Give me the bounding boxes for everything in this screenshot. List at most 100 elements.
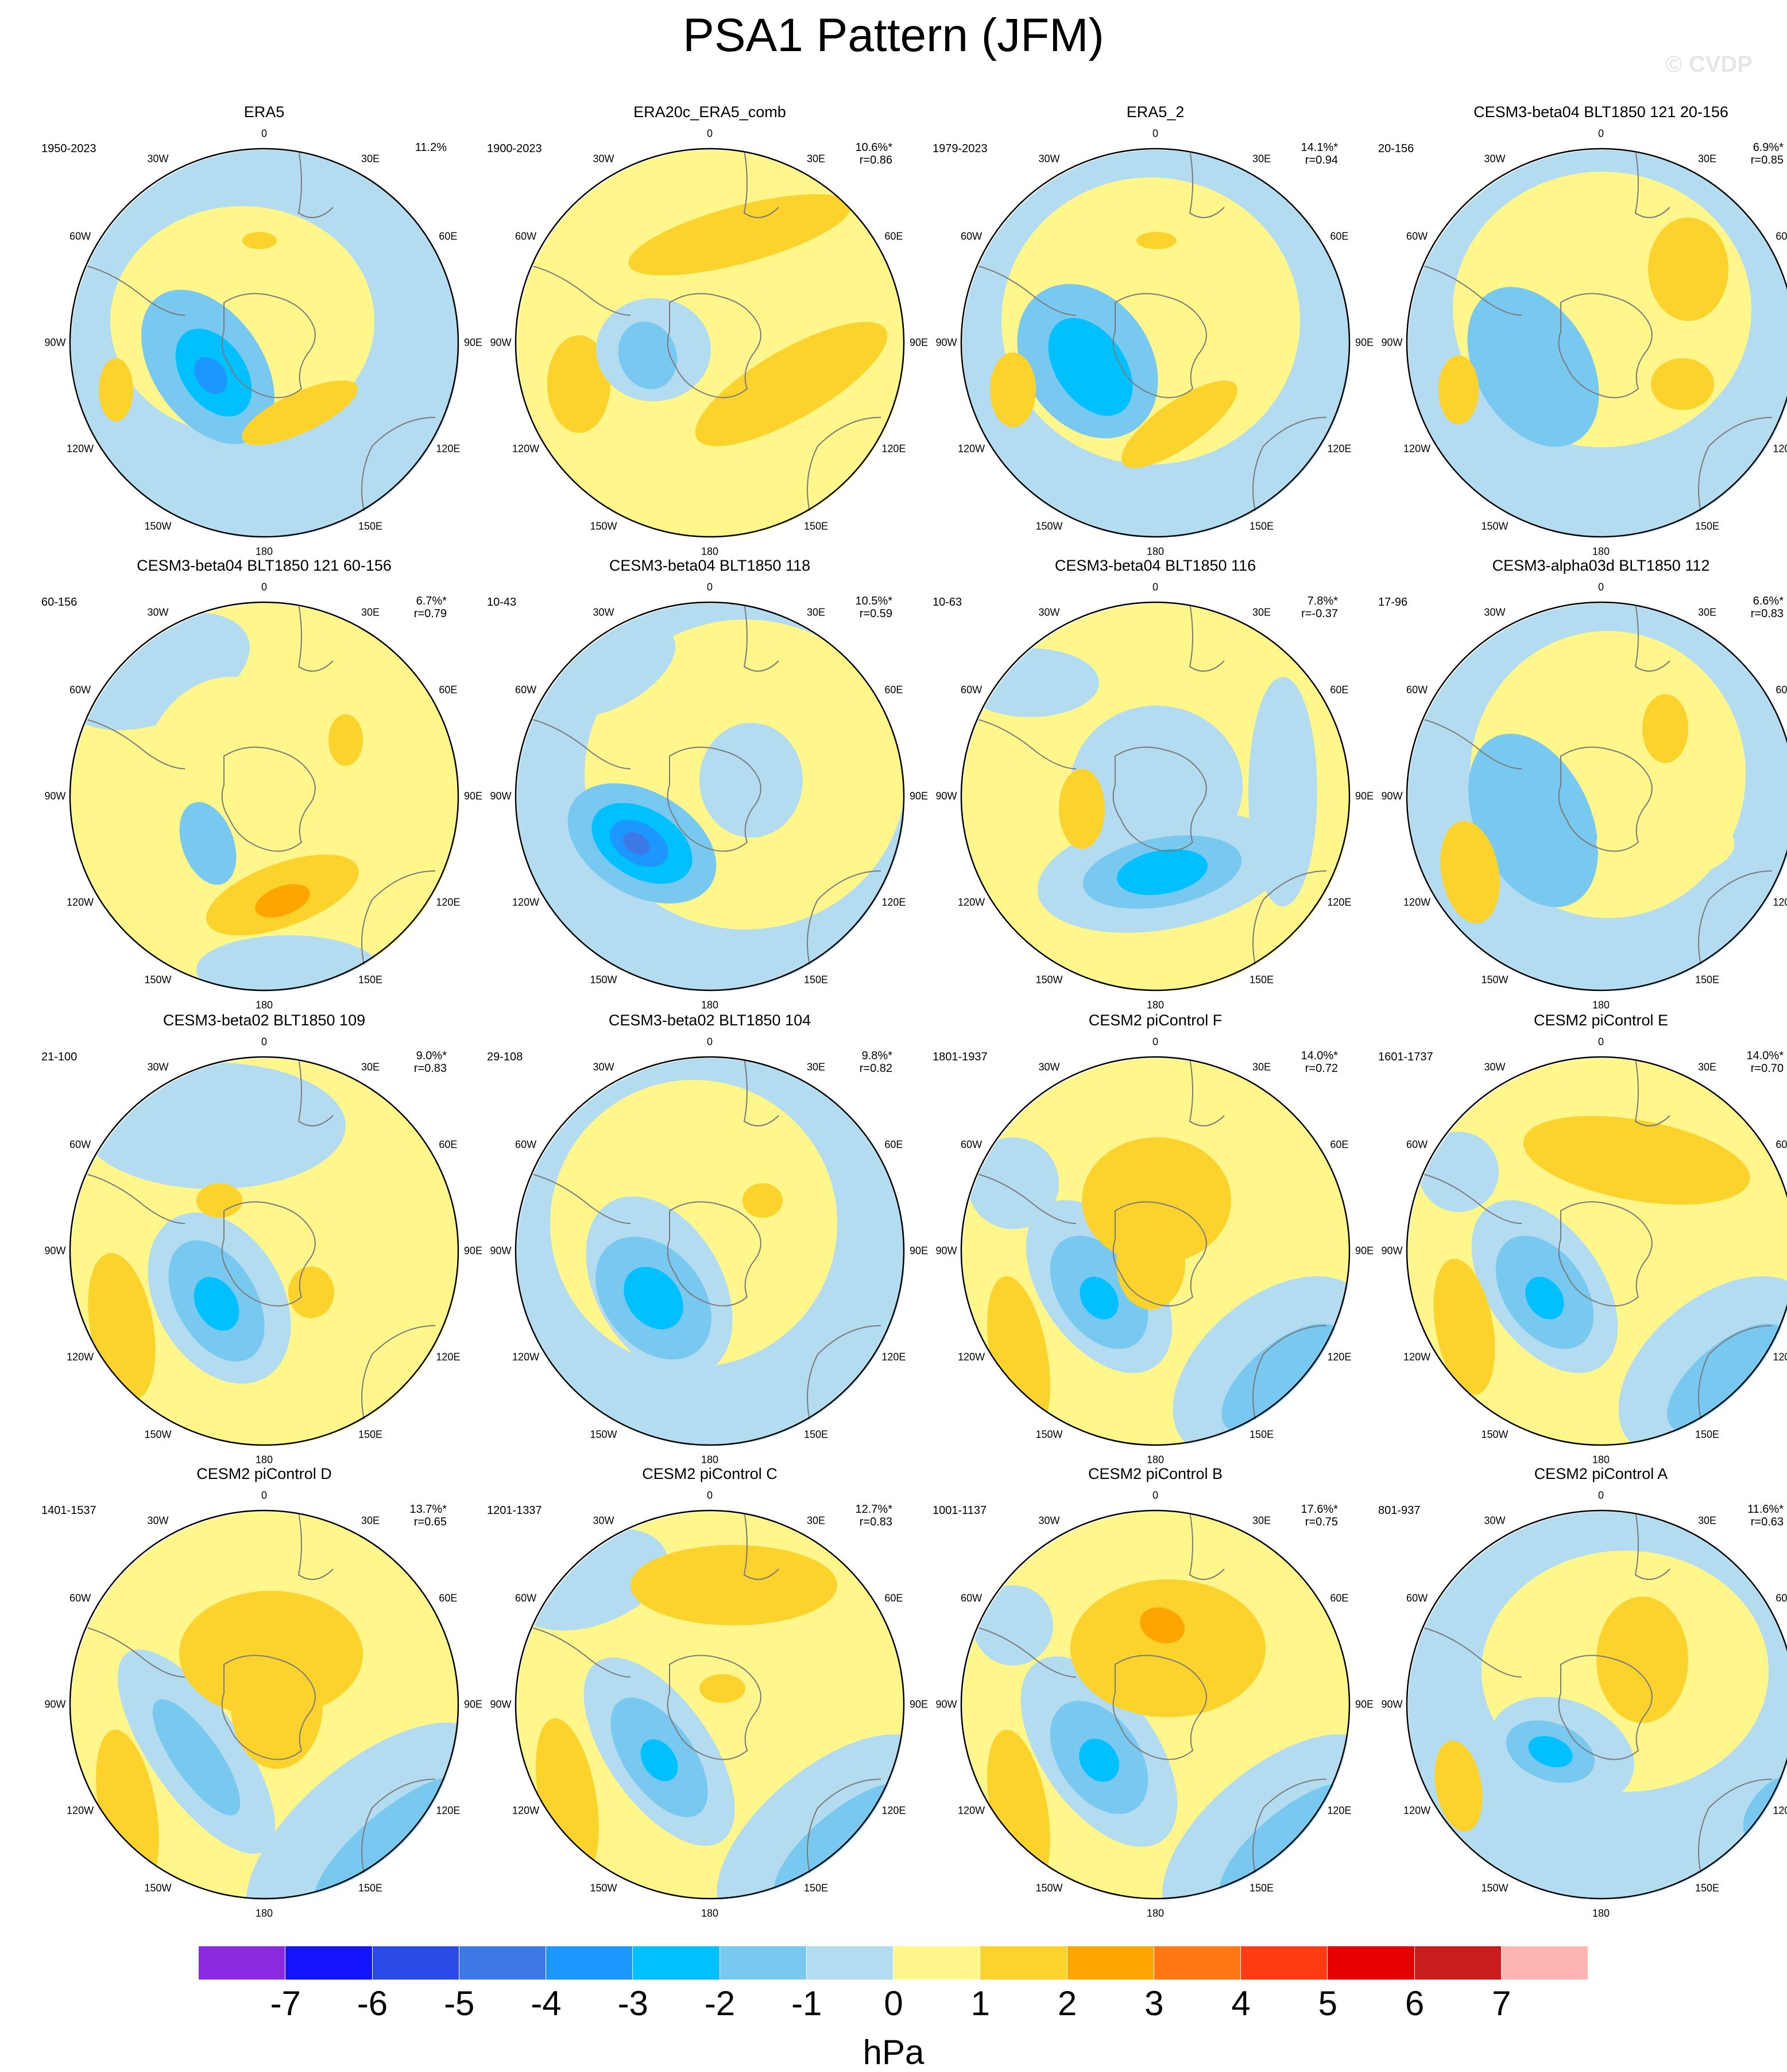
polar-map <box>515 601 905 992</box>
explained-variance: 6.9%* <box>1753 141 1784 154</box>
map-panel: CESM3-alpha03d BLT1850 112 17-96 6.6%* r=0.… <box>1378 551 1787 1011</box>
panel-period: 20-156 <box>1378 142 1414 155</box>
longitude-label: 150E <box>358 520 383 532</box>
longitude-label: 90W <box>490 1698 512 1710</box>
panel-period: 29-108 <box>487 1051 523 1063</box>
panel-stats: 17.6%* r=0.75 <box>1301 1503 1339 1528</box>
colorbar-tick-label: 1 <box>970 1984 990 2023</box>
longitude-label: 30W <box>1484 1515 1506 1527</box>
panel-stats: 7.8%* r=-0.37 <box>1301 595 1338 620</box>
longitude-label: 120E <box>881 1804 906 1817</box>
longitude-label: 150E <box>803 1428 829 1440</box>
longitude-label: 60W <box>515 230 537 242</box>
longitude-label: 30W <box>147 1515 169 1527</box>
longitude-label: 150E <box>1249 974 1274 986</box>
longitude-label: 30W <box>1038 1515 1060 1527</box>
longitude-label: 30W <box>1484 153 1506 165</box>
longitude-label: 150E <box>358 1882 383 1894</box>
longitude-label: 90W <box>490 790 512 802</box>
longitude-label: 30E <box>806 606 826 618</box>
longitude-label: 150E <box>803 974 829 986</box>
longitude-label: 90W <box>1381 790 1403 802</box>
longitude-label: 180 <box>1146 545 1165 557</box>
longitude-label: 150W <box>144 1428 172 1440</box>
explained-variance: 14.0%* <box>1301 1049 1339 1062</box>
explained-variance: 17.6%* <box>1301 1503 1339 1516</box>
panel-title: CESM3-beta02 BLT1850 104 <box>608 1012 811 1029</box>
longitude-label: 60W <box>961 1138 983 1151</box>
longitude-label: 60E <box>439 1592 458 1604</box>
colorbar-cell <box>285 1946 373 1980</box>
watermark: © CVDP <box>1665 52 1753 77</box>
longitude-label: 30W <box>1038 606 1060 618</box>
longitude-label: 60E <box>884 230 903 242</box>
longitude-label: 0 <box>1152 581 1159 593</box>
longitude-label: 120E <box>1327 443 1352 455</box>
longitude-label: 0 <box>706 581 713 593</box>
longitude-label: 120W <box>67 443 94 455</box>
longitude-label: 90E <box>909 1698 929 1710</box>
colorbar-tick-label: -4 <box>531 1984 562 2023</box>
pattern-correlation: r=0.83 <box>1750 607 1784 620</box>
panel-stats: 10.5%* r=0.59 <box>856 595 893 620</box>
longitude-label: 0 <box>706 1036 713 1048</box>
longitude-label: 30E <box>1252 1061 1271 1073</box>
longitude-label: 30W <box>1484 1061 1506 1073</box>
panel-title: CESM3-beta04 BLT1850 116 <box>1054 557 1256 574</box>
longitude-label: 30W <box>593 606 614 618</box>
longitude-label: 60E <box>884 1592 903 1604</box>
longitude-label: 60W <box>69 1592 91 1604</box>
explained-variance: 9.0%* <box>416 1049 447 1062</box>
longitude-label: 30W <box>593 153 614 165</box>
panel-title: CESM3-beta02 BLT1850 109 <box>163 1012 366 1029</box>
colorbar-cell <box>633 1946 720 1980</box>
map-panel: CESM2 piControl D 1401-1537 13.7%* r=0.65 0 3… <box>41 1459 487 1919</box>
pattern-correlation: r=0.65 <box>413 1516 447 1528</box>
longitude-label: 60E <box>439 1138 458 1151</box>
panel-stats: 12.7%* r=0.83 <box>856 1503 893 1528</box>
colorbar-tick-label: -6 <box>357 1984 388 2023</box>
longitude-label: 180 <box>701 545 719 557</box>
map-panel: ERA5 1950-2023 11.2% 0 30E 60E 90E 120E 150E 180 1… <box>41 98 487 557</box>
longitude-label: 60E <box>1330 230 1349 242</box>
longitude-label: 90E <box>463 790 483 802</box>
explained-variance: 14.1%* <box>1301 141 1339 154</box>
longitude-label: 150W <box>590 974 617 986</box>
longitude-label: 120E <box>1327 1804 1352 1817</box>
panel-title: CESM2 piControl B <box>1088 1465 1223 1482</box>
explained-variance: 6.7%* <box>416 595 447 607</box>
longitude-label: 90E <box>463 1245 483 1257</box>
longitude-label: 90W <box>1381 336 1403 348</box>
colorbar-tick-label: -1 <box>791 1984 822 2023</box>
explained-variance: 10.5%* <box>855 595 893 607</box>
map-panel: CESM3-beta04 BLT1850 116 10-63 7.8%* r=-0.3… <box>933 551 1378 1011</box>
polar-map <box>960 601 1351 992</box>
longitude-label: 60E <box>884 1138 903 1151</box>
longitude-label: 180 <box>1592 545 1610 557</box>
longitude-label: 30W <box>1038 1061 1060 1073</box>
longitude-label: 150W <box>1035 520 1063 532</box>
panel-period: 1201-1337 <box>487 1504 542 1517</box>
longitude-label: 60E <box>1330 684 1349 696</box>
longitude-label: 150E <box>1249 1428 1274 1440</box>
longitude-label: 180 <box>1146 1454 1165 1466</box>
panel-stats: 6.7%* r=0.79 <box>414 595 447 620</box>
colorbar-cell <box>459 1946 546 1980</box>
longitude-label: 30E <box>1697 606 1717 618</box>
panel-period: 10-63 <box>933 596 962 609</box>
colorbar-cell <box>894 1946 981 1980</box>
longitude-label: 180 <box>1592 1907 1610 1919</box>
longitude-label: 30E <box>1252 606 1271 618</box>
pattern-correlation: r=0.94 <box>1305 154 1338 166</box>
pattern-correlation: r=0.63 <box>1750 1516 1784 1528</box>
longitude-label: 120W <box>1403 443 1431 455</box>
longitude-label: 30E <box>1697 1061 1717 1073</box>
longitude-label: 120E <box>436 896 461 908</box>
longitude-label: 90E <box>1355 790 1374 802</box>
colorbar-tick-label: 6 <box>1405 1984 1425 2023</box>
panel-period: 10-43 <box>487 596 517 609</box>
longitude-label: 120E <box>1773 1804 1787 1817</box>
longitude-label: 30E <box>361 606 380 618</box>
polar-map <box>69 1509 459 1900</box>
longitude-label: 60W <box>515 684 537 696</box>
